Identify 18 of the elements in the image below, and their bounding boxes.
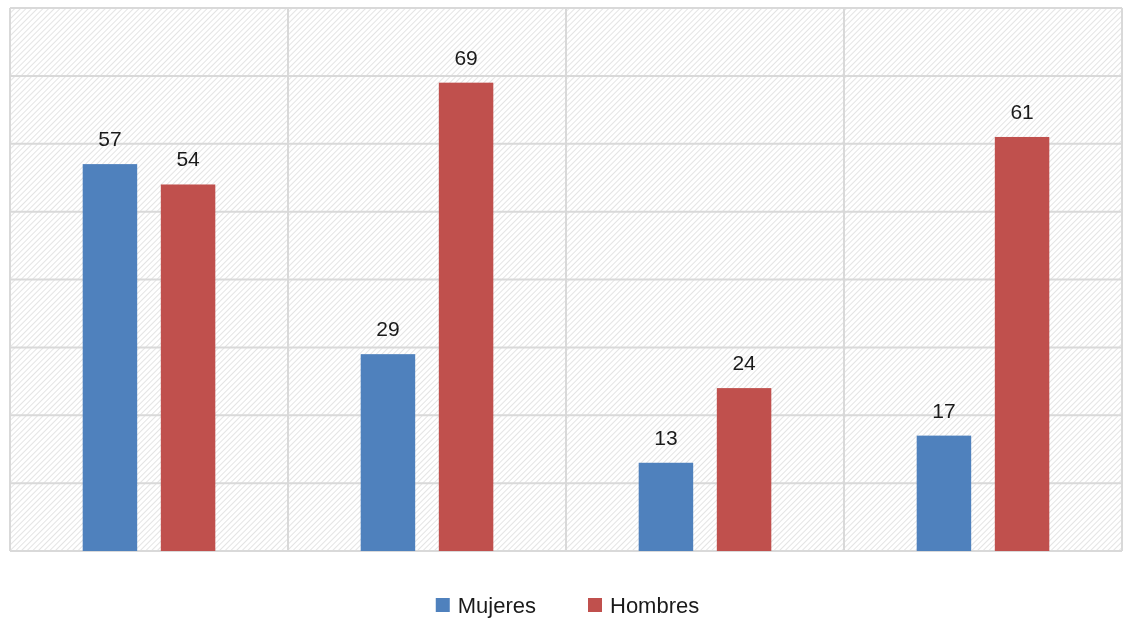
bar [438, 82, 494, 551]
data-label: 29 [376, 317, 400, 341]
legend-label: Mujeres [457, 592, 537, 618]
bar [360, 354, 416, 551]
data-label: 57 [98, 127, 122, 151]
data-label: 69 [454, 45, 478, 69]
data-label: 24 [732, 351, 757, 375]
bar [916, 435, 972, 551]
data-label: 54 [176, 147, 201, 171]
bar [160, 184, 216, 551]
bar [994, 136, 1050, 551]
bar [638, 462, 694, 551]
bar [716, 388, 772, 551]
data-label: 61 [1010, 99, 1034, 123]
data-label: 17 [932, 398, 956, 422]
data-label: 13 [654, 425, 678, 449]
bar [82, 164, 138, 551]
legend-label: Hombres [610, 592, 700, 618]
